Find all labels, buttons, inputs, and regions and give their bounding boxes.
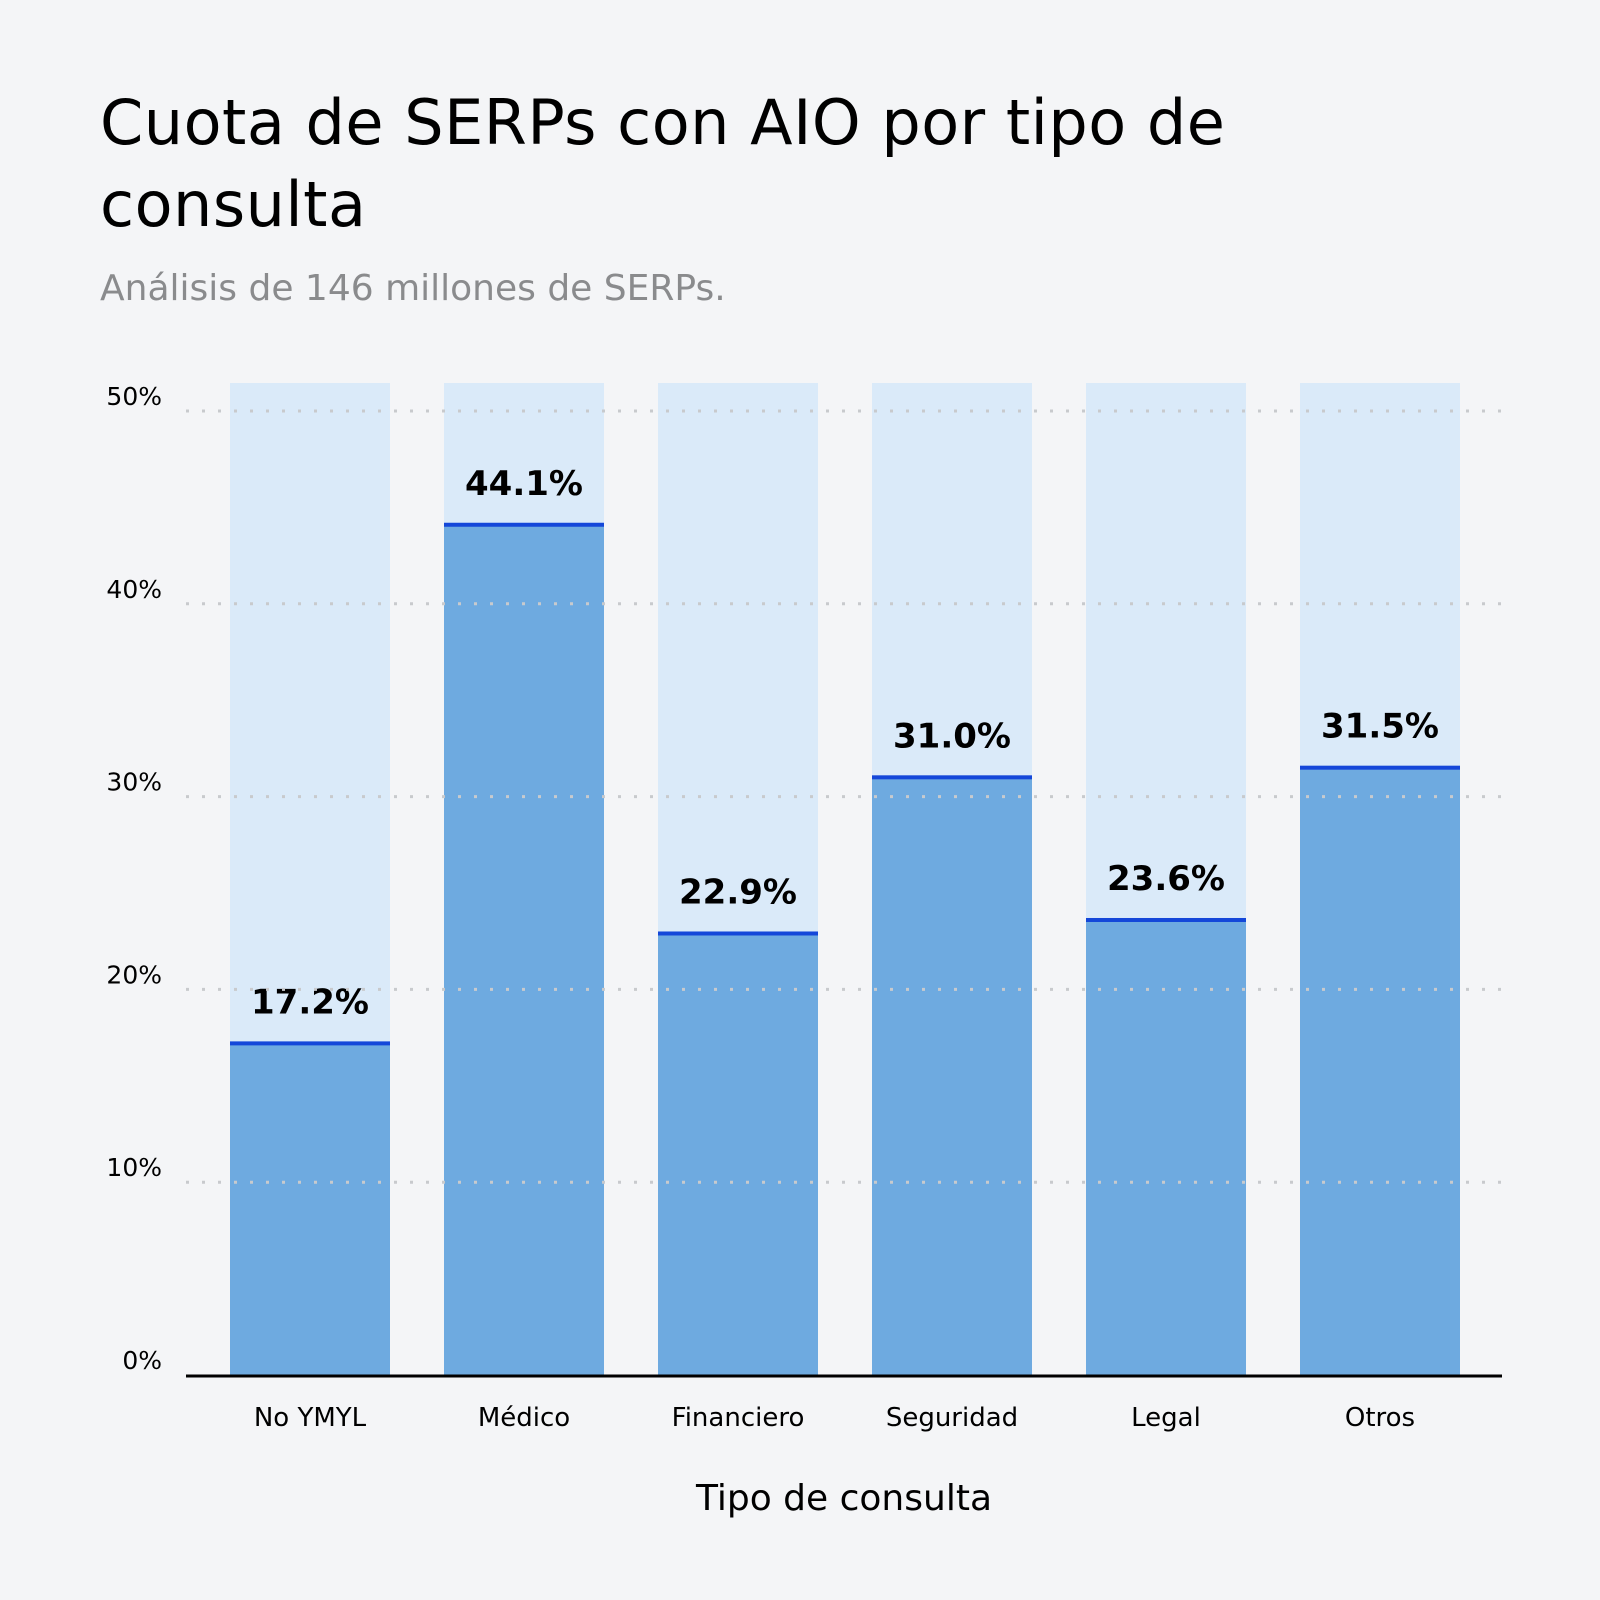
y-tick-label: 10% xyxy=(106,1153,162,1182)
data-label: 23.6% xyxy=(1107,859,1225,899)
x-tick-label: Seguridad xyxy=(886,1403,1018,1433)
bar xyxy=(230,1043,390,1375)
data-label: 31.0% xyxy=(893,716,1011,756)
y-tick-label: 50% xyxy=(106,382,162,411)
y-tick-label: 0% xyxy=(122,1346,162,1375)
bar xyxy=(872,777,1032,1375)
bar xyxy=(658,933,818,1375)
data-label: 44.1% xyxy=(465,464,583,504)
x-tick-label: No YMYL xyxy=(254,1403,367,1433)
bar-top-line xyxy=(658,931,818,936)
x-tick-label: Otros xyxy=(1345,1403,1415,1433)
x-tick-label: Médico xyxy=(478,1403,570,1433)
x-tick-label: Financiero xyxy=(672,1403,805,1433)
bar-top-line xyxy=(1086,917,1246,922)
y-tick-label: 30% xyxy=(106,768,162,797)
bar xyxy=(1300,767,1460,1375)
chart-title: Cuota de SERPs con AIO por tipo de consu… xyxy=(100,86,1226,241)
bar-top-line xyxy=(1300,765,1460,770)
x-axis-title: Tipo de consulta xyxy=(695,1478,992,1519)
y-tick-label: 40% xyxy=(106,575,162,604)
y-tick-label: 20% xyxy=(106,960,162,989)
data-label: 17.2% xyxy=(251,982,369,1022)
bar-top-line xyxy=(444,522,604,527)
x-tick-label: Legal xyxy=(1131,1403,1201,1433)
data-label: 31.5% xyxy=(1321,707,1439,747)
bar xyxy=(444,524,604,1375)
bar-top-line xyxy=(872,775,1032,780)
bar-top-line xyxy=(230,1041,390,1046)
data-label: 22.9% xyxy=(679,872,797,912)
bar xyxy=(1086,919,1246,1375)
chart-subtitle: Análisis de 146 millones de SERPs. xyxy=(100,268,726,309)
